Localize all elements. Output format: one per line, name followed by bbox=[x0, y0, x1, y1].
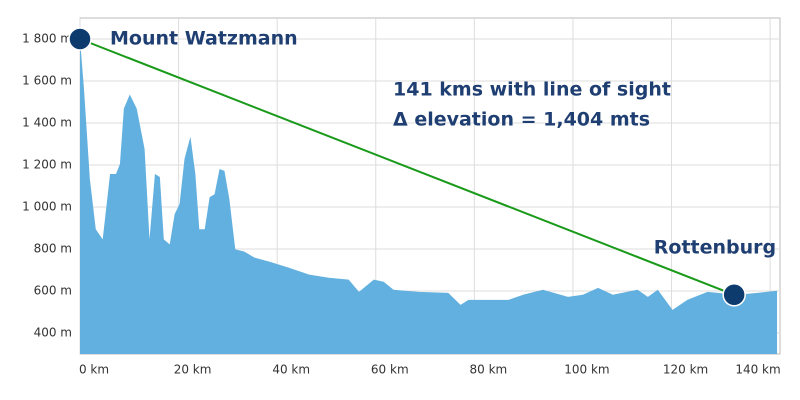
x-tick-label: 100 km bbox=[564, 363, 609, 377]
location-marker bbox=[68, 27, 92, 51]
location-marker bbox=[722, 283, 746, 307]
annotation: Δ elevation = 1,404 mts bbox=[393, 109, 650, 131]
x-tick-label: 120 km bbox=[663, 363, 708, 377]
x-tick-label: 20 km bbox=[174, 363, 212, 377]
x-tick-label: 0 km bbox=[79, 363, 109, 377]
y-tick-label: 1 000 m bbox=[22, 200, 72, 214]
y-tick-label: 400 m bbox=[34, 326, 72, 340]
location-label: Rottenburg bbox=[654, 236, 776, 258]
y-tick-label: 1 600 m bbox=[22, 74, 72, 88]
y-tick-label: 1 800 m bbox=[22, 32, 72, 46]
x-tick-label: 140 km bbox=[735, 363, 780, 377]
y-tick-label: 1 400 m bbox=[22, 116, 72, 130]
x-tick-label: 40 km bbox=[272, 363, 310, 377]
annotation: 141 kms with line of sight bbox=[393, 79, 671, 101]
location-label: Mount Watzmann bbox=[110, 28, 298, 50]
x-tick-label: 60 km bbox=[371, 363, 409, 377]
y-tick-label: 600 m bbox=[34, 284, 72, 298]
line-of-sight bbox=[79, 38, 735, 296]
x-tick-label: 80 km bbox=[469, 363, 507, 377]
y-tick-label: 800 m bbox=[34, 242, 72, 256]
y-tick-label: 1 200 m bbox=[22, 158, 72, 172]
elevation-area bbox=[80, 39, 778, 354]
